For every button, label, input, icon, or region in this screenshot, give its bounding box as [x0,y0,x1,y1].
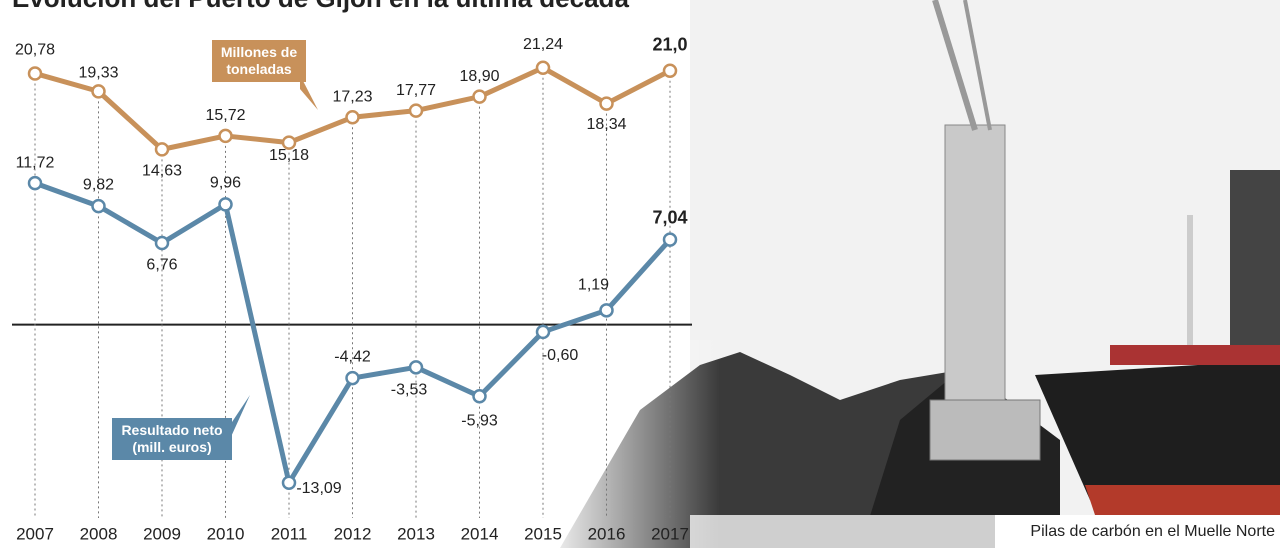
value-label: -13,09 [296,480,341,497]
value-label: 21,24 [523,36,563,53]
x-tick-label: 2011 [271,524,308,543]
photo [540,0,1280,548]
value-label: 14,63 [142,163,182,180]
x-tick-label: 2007 [16,524,54,543]
value-label: 1,19 [578,277,609,294]
point [662,63,678,78]
callout-pointer [230,395,250,439]
point [154,142,170,157]
value-label: 15,18 [269,147,309,164]
value-label: 7,04 [652,207,687,227]
point [281,475,297,491]
point [535,324,551,340]
series-line [34,65,672,152]
point [408,360,424,375]
point [472,389,487,404]
value-label: 6,76 [146,256,177,273]
x-tick-label: 2010 [207,524,245,543]
point [662,232,678,247]
point [281,135,297,150]
value-label: 9,82 [83,176,114,193]
x-tick-label: 2016 [588,524,626,543]
point [218,128,233,144]
point [408,103,424,118]
x-tick-label: 2013 [397,524,435,543]
value-label: 20,78 [15,42,55,59]
point [599,303,614,318]
value-label: 19,33 [78,65,118,82]
x-tick-label: 2017 [651,524,689,543]
callout-pointer [300,75,318,110]
value-label: 17,23 [332,89,372,106]
value-label: 18,34 [586,116,626,133]
point [27,175,43,191]
value-label: -4,42 [334,348,371,365]
value-label: -0,60 [542,347,579,364]
point [91,84,106,99]
x-tick-label: 2012 [334,524,372,543]
point [599,96,614,111]
value-label: 21,0 [652,34,687,54]
value-label: 17,77 [396,82,436,99]
point [27,66,43,81]
point [154,235,170,251]
value-label: -3,53 [391,382,428,399]
point [472,89,487,104]
value-label: 9,96 [210,175,241,192]
point [91,198,106,214]
value-label: 15,72 [205,107,245,124]
point [218,197,233,212]
x-tick-label: 2015 [524,524,562,543]
x-tick-label: 2009 [143,524,181,543]
caption: Pilas de carbón en el Muelle Norte [1030,523,1275,540]
value-label: -5,93 [461,413,498,430]
series-name: Millones de toneladas [212,40,306,82]
x-tick-label: 2014 [461,524,499,543]
point [345,370,360,386]
series-name: Resultado neto (mill. euros) [112,418,232,460]
value-label: 11,72 [16,154,55,171]
chart-title: Evolución del Puerto de Gijón en la últi… [12,0,629,13]
point [535,60,551,76]
x-tick-label: 2008 [80,524,118,543]
point [345,110,360,125]
value-label: 18,90 [459,68,499,85]
